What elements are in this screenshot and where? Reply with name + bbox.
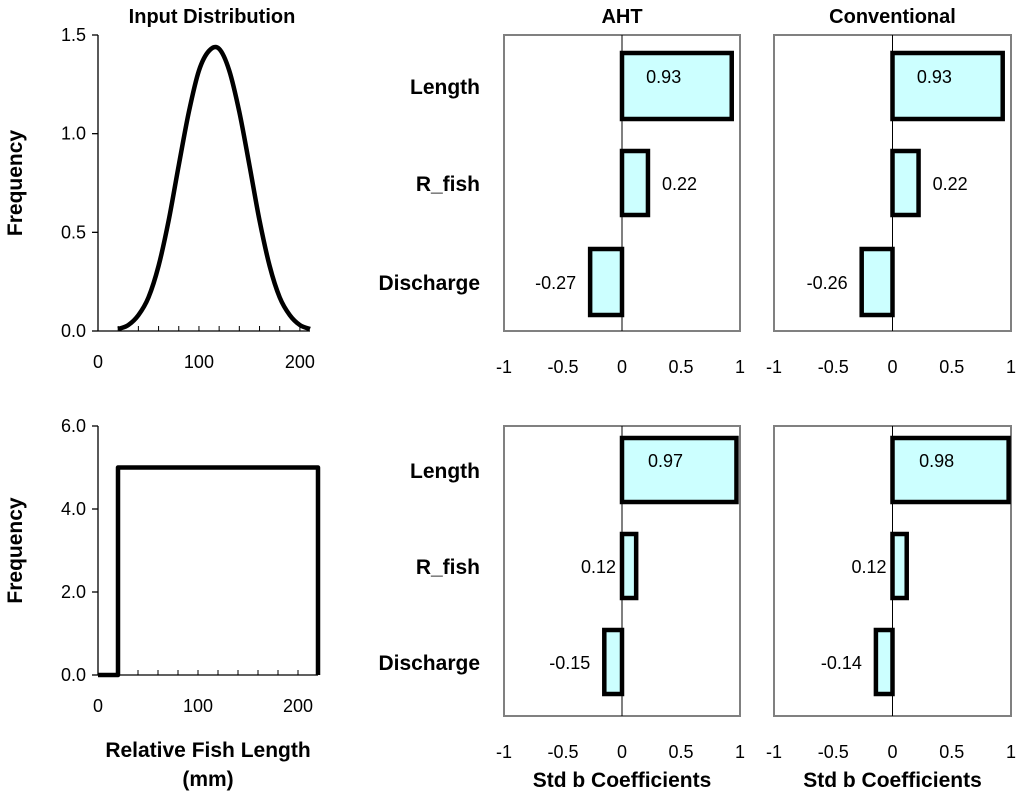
bar-value-label: 0.98	[919, 451, 954, 471]
x-tick-label: 0	[617, 742, 627, 762]
bar	[587, 246, 625, 318]
y-tick-label: 0.0	[61, 321, 86, 341]
x-tick-label: 0.5	[668, 742, 693, 762]
distribution-line	[98, 465, 321, 678]
x-tick-label: -0.5	[818, 742, 849, 762]
x-tick-label: 0	[887, 357, 897, 377]
bar	[619, 50, 734, 122]
bar-value-label: -0.27	[535, 273, 576, 293]
y-tick-label: 1.5	[61, 25, 86, 45]
x-tick-label: 0.5	[668, 357, 693, 377]
x-tick-label: -0.5	[818, 357, 849, 377]
bar-value-label: 0.12	[851, 557, 886, 577]
bar-value-label: -0.26	[807, 273, 848, 293]
bar	[890, 435, 1011, 505]
panel-title: Input Distribution	[129, 6, 296, 28]
x-tick-label: 0	[93, 696, 103, 716]
x-tick-label: 0.5	[939, 742, 964, 762]
x-axis-title: Std b Coefficients	[803, 769, 982, 792]
bar-value-label: 0.93	[646, 67, 681, 87]
category-label: Length	[410, 460, 480, 483]
x-tick-label: -0.5	[547, 742, 578, 762]
bar	[619, 531, 639, 601]
bar-value-label: 0.97	[648, 451, 683, 471]
bar-value-label: 0.12	[581, 557, 616, 577]
panel-title: AHT	[601, 6, 642, 28]
y-tick-label: 1.0	[61, 124, 86, 144]
y-tick-label: 0.5	[61, 222, 86, 242]
bar	[859, 246, 895, 318]
bar-value-label: 0.22	[662, 174, 697, 194]
x-tick-label: 100	[184, 352, 214, 372]
bar	[619, 148, 651, 218]
x-tick-label: -0.5	[547, 357, 578, 377]
bar	[890, 50, 1005, 122]
bar-value-label: 0.22	[933, 174, 968, 194]
x-tick-label: 0.5	[939, 357, 964, 377]
bar	[873, 627, 895, 697]
bar	[890, 148, 921, 218]
x-axis-title: Std b Coefficients	[533, 769, 712, 792]
bar-value-label: 0.93	[917, 67, 952, 87]
x-tick-label: -1	[766, 742, 782, 762]
bar	[619, 435, 739, 505]
category-label: R_fish	[416, 556, 480, 579]
y-tick-label: 4.0	[61, 499, 86, 519]
x-axis-title-unit: (mm)	[182, 768, 233, 791]
y-axis-title: Frequency	[4, 497, 27, 604]
x-tick-label: 100	[183, 696, 213, 716]
category-label: Discharge	[378, 652, 480, 675]
category-label: Discharge	[378, 272, 480, 295]
x-tick-label: 0	[887, 742, 897, 762]
y-tick-label: 0.0	[61, 665, 86, 685]
x-tick-label: 0	[617, 357, 627, 377]
y-tick-label: 6.0	[61, 416, 86, 436]
x-tick-label: 1	[735, 357, 745, 377]
x-tick-label: -1	[496, 742, 512, 762]
x-tick-label: 200	[285, 352, 315, 372]
y-axis-title: Frequency	[4, 130, 27, 237]
category-label: Length	[410, 76, 480, 99]
category-label: R_fish	[416, 173, 480, 196]
bar	[890, 531, 909, 601]
x-tick-label: 0	[93, 352, 103, 372]
x-tick-label: -1	[496, 357, 512, 377]
x-tick-label: 1	[1006, 742, 1016, 762]
x-tick-label: 1	[1006, 357, 1016, 377]
x-axis-title: Relative Fish Length	[105, 739, 310, 762]
bar	[602, 627, 625, 697]
x-tick-label: 200	[283, 696, 313, 716]
y-tick-label: 2.0	[61, 582, 86, 602]
bar-value-label: -0.15	[549, 653, 590, 673]
bar-value-label: -0.14	[821, 653, 862, 673]
panel-title: Conventional	[829, 6, 956, 28]
x-tick-label: -1	[766, 357, 782, 377]
x-tick-label: 1	[735, 742, 745, 762]
distribution-line	[117, 44, 311, 332]
